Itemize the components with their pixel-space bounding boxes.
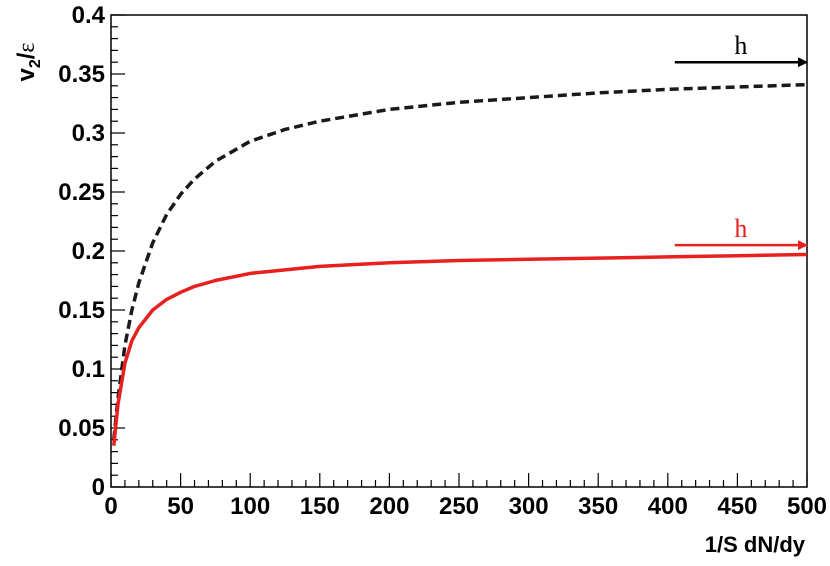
x-tick-label: 350 bbox=[578, 493, 618, 520]
x-tick-label: 400 bbox=[648, 493, 688, 520]
x-tick-label: 300 bbox=[509, 493, 549, 520]
annotation-label: h bbox=[734, 214, 747, 243]
y-tick-label: 0.35 bbox=[58, 61, 105, 88]
y-tick-label: 0.4 bbox=[72, 2, 106, 29]
y-tick-label: 0.15 bbox=[58, 297, 105, 324]
x-tick-label: 0 bbox=[104, 493, 117, 520]
y-tick-label: 0.2 bbox=[72, 238, 105, 265]
y-tick-label: 0.05 bbox=[58, 415, 105, 442]
axis-ticks bbox=[110, 14, 808, 488]
x-tick-label: 100 bbox=[230, 493, 270, 520]
x-tick-label: 500 bbox=[787, 493, 827, 520]
y-tick-label: 0.1 bbox=[72, 356, 105, 383]
y-tick-label: 0 bbox=[92, 474, 105, 501]
y-tick-label: 0.3 bbox=[72, 120, 105, 147]
x-tick-label: 150 bbox=[300, 493, 340, 520]
tick-labels: 0 50 100 150 200 250 300 350 400 450 500 0 0.05 0.1 0.… bbox=[58, 2, 827, 520]
x-tick-label: 450 bbox=[717, 493, 757, 520]
y-axis-title: v2/ε bbox=[13, 42, 44, 81]
x-tick-label: 250 bbox=[439, 493, 479, 520]
plot-frame bbox=[110, 14, 808, 488]
x-tick-label: 50 bbox=[167, 493, 194, 520]
y-tick-label: 0.25 bbox=[58, 179, 105, 206]
x-axis-title: 1/S dN/dy bbox=[705, 532, 806, 557]
annotations: hh bbox=[674, 31, 808, 251]
annotation-label: h bbox=[734, 31, 747, 60]
solid-curve bbox=[112, 252, 808, 446]
data-series bbox=[112, 82, 808, 446]
x-tick-label: 200 bbox=[369, 493, 409, 520]
dashed-curve bbox=[112, 82, 808, 440]
